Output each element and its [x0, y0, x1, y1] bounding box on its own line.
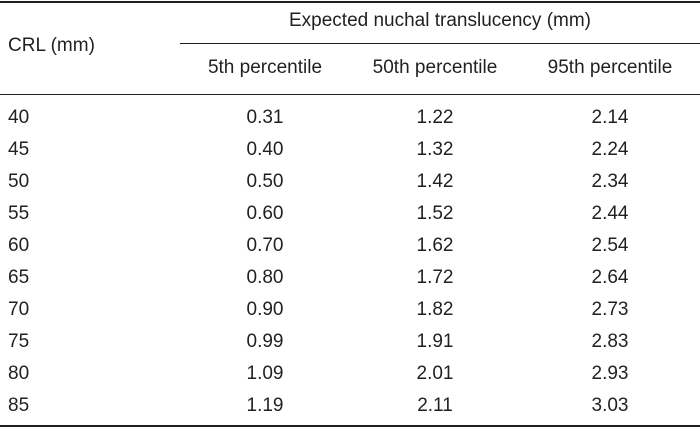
p5-cell: 0.60	[246, 203, 284, 224]
table-row: 80 1.09 2.01 2.93	[0, 360, 700, 392]
crl-cell: 75	[8, 331, 30, 352]
nuchal-translucency-spanner-header: Expected nuchal translucency (mm)	[288, 10, 591, 31]
crl-column-header: CRL (mm)	[8, 35, 95, 56]
column-header-95th-percentile: 95th percentile	[547, 57, 673, 78]
p95-cell: 2.14	[591, 107, 629, 128]
crl-cell: 40	[8, 107, 30, 128]
header-rule	[0, 94, 700, 95]
p5-cell: 0.31	[246, 107, 284, 128]
p5-cell: 0.80	[246, 267, 284, 288]
p50-cell: 1.32	[416, 139, 454, 160]
column-header-50th-percentile: 50th percentile	[372, 57, 498, 78]
p5-cell: 0.70	[246, 235, 284, 256]
table-row: 75 0.99 1.91 2.83	[0, 328, 700, 360]
p50-cell: 1.42	[416, 171, 454, 192]
p95-cell: 2.34	[591, 171, 629, 192]
p95-cell: 3.03	[591, 395, 629, 416]
p50-cell: 1.72	[416, 267, 454, 288]
crl-cell: 85	[8, 395, 30, 416]
table-row: 65 0.80 1.72 2.64	[0, 264, 700, 296]
p5-cell: 0.90	[246, 299, 284, 320]
p95-cell: 2.93	[591, 363, 629, 384]
p50-cell: 2.11	[417, 395, 453, 416]
p95-cell: 2.83	[591, 331, 629, 352]
crl-cell: 50	[8, 171, 30, 192]
p50-cell: 1.91	[416, 331, 454, 352]
p95-cell: 2.64	[591, 267, 629, 288]
p5-cell: 0.99	[246, 331, 284, 352]
table-row: 55 0.60 1.52 2.44	[0, 200, 700, 232]
bottom-rule	[0, 425, 700, 427]
crl-cell: 70	[8, 299, 30, 320]
p50-cell: 1.22	[416, 107, 454, 128]
p95-cell: 2.54	[591, 235, 629, 256]
p50-cell: 2.01	[416, 363, 454, 384]
table-row: 60 0.70 1.62 2.54	[0, 232, 700, 264]
p5-cell: 0.40	[246, 139, 284, 160]
table-row: 50 0.50 1.42 2.34	[0, 168, 700, 200]
top-rule	[0, 1, 700, 3]
column-header-5th-percentile: 5th percentile	[207, 57, 323, 78]
p50-cell: 1.62	[416, 235, 454, 256]
p50-cell: 1.82	[416, 299, 454, 320]
spanner-rule	[180, 43, 700, 44]
p5-cell: 1.19	[246, 395, 284, 416]
p95-cell: 2.73	[591, 299, 629, 320]
crl-cell: 45	[8, 139, 30, 160]
p5-cell: 0.50	[246, 171, 284, 192]
crl-cell: 55	[8, 203, 30, 224]
p95-cell: 2.24	[591, 139, 629, 160]
table-row: 45 0.40 1.32 2.24	[0, 136, 700, 168]
table-row: 70 0.90 1.82 2.73	[0, 296, 700, 328]
table-row: 85 1.19 2.11 3.03	[0, 392, 700, 424]
p50-cell: 1.52	[416, 203, 454, 224]
p5-cell: 1.09	[246, 363, 284, 384]
table-row: 40 0.31 1.22 2.14	[0, 104, 700, 136]
p95-cell: 2.44	[591, 203, 629, 224]
crl-cell: 65	[8, 267, 30, 288]
crl-cell: 80	[8, 363, 30, 384]
crl-cell: 60	[8, 235, 30, 256]
table-body: 40 0.31 1.22 2.14 45 0.40 1.32 2.24 50 0.50 1.42 2.…	[0, 104, 700, 424]
